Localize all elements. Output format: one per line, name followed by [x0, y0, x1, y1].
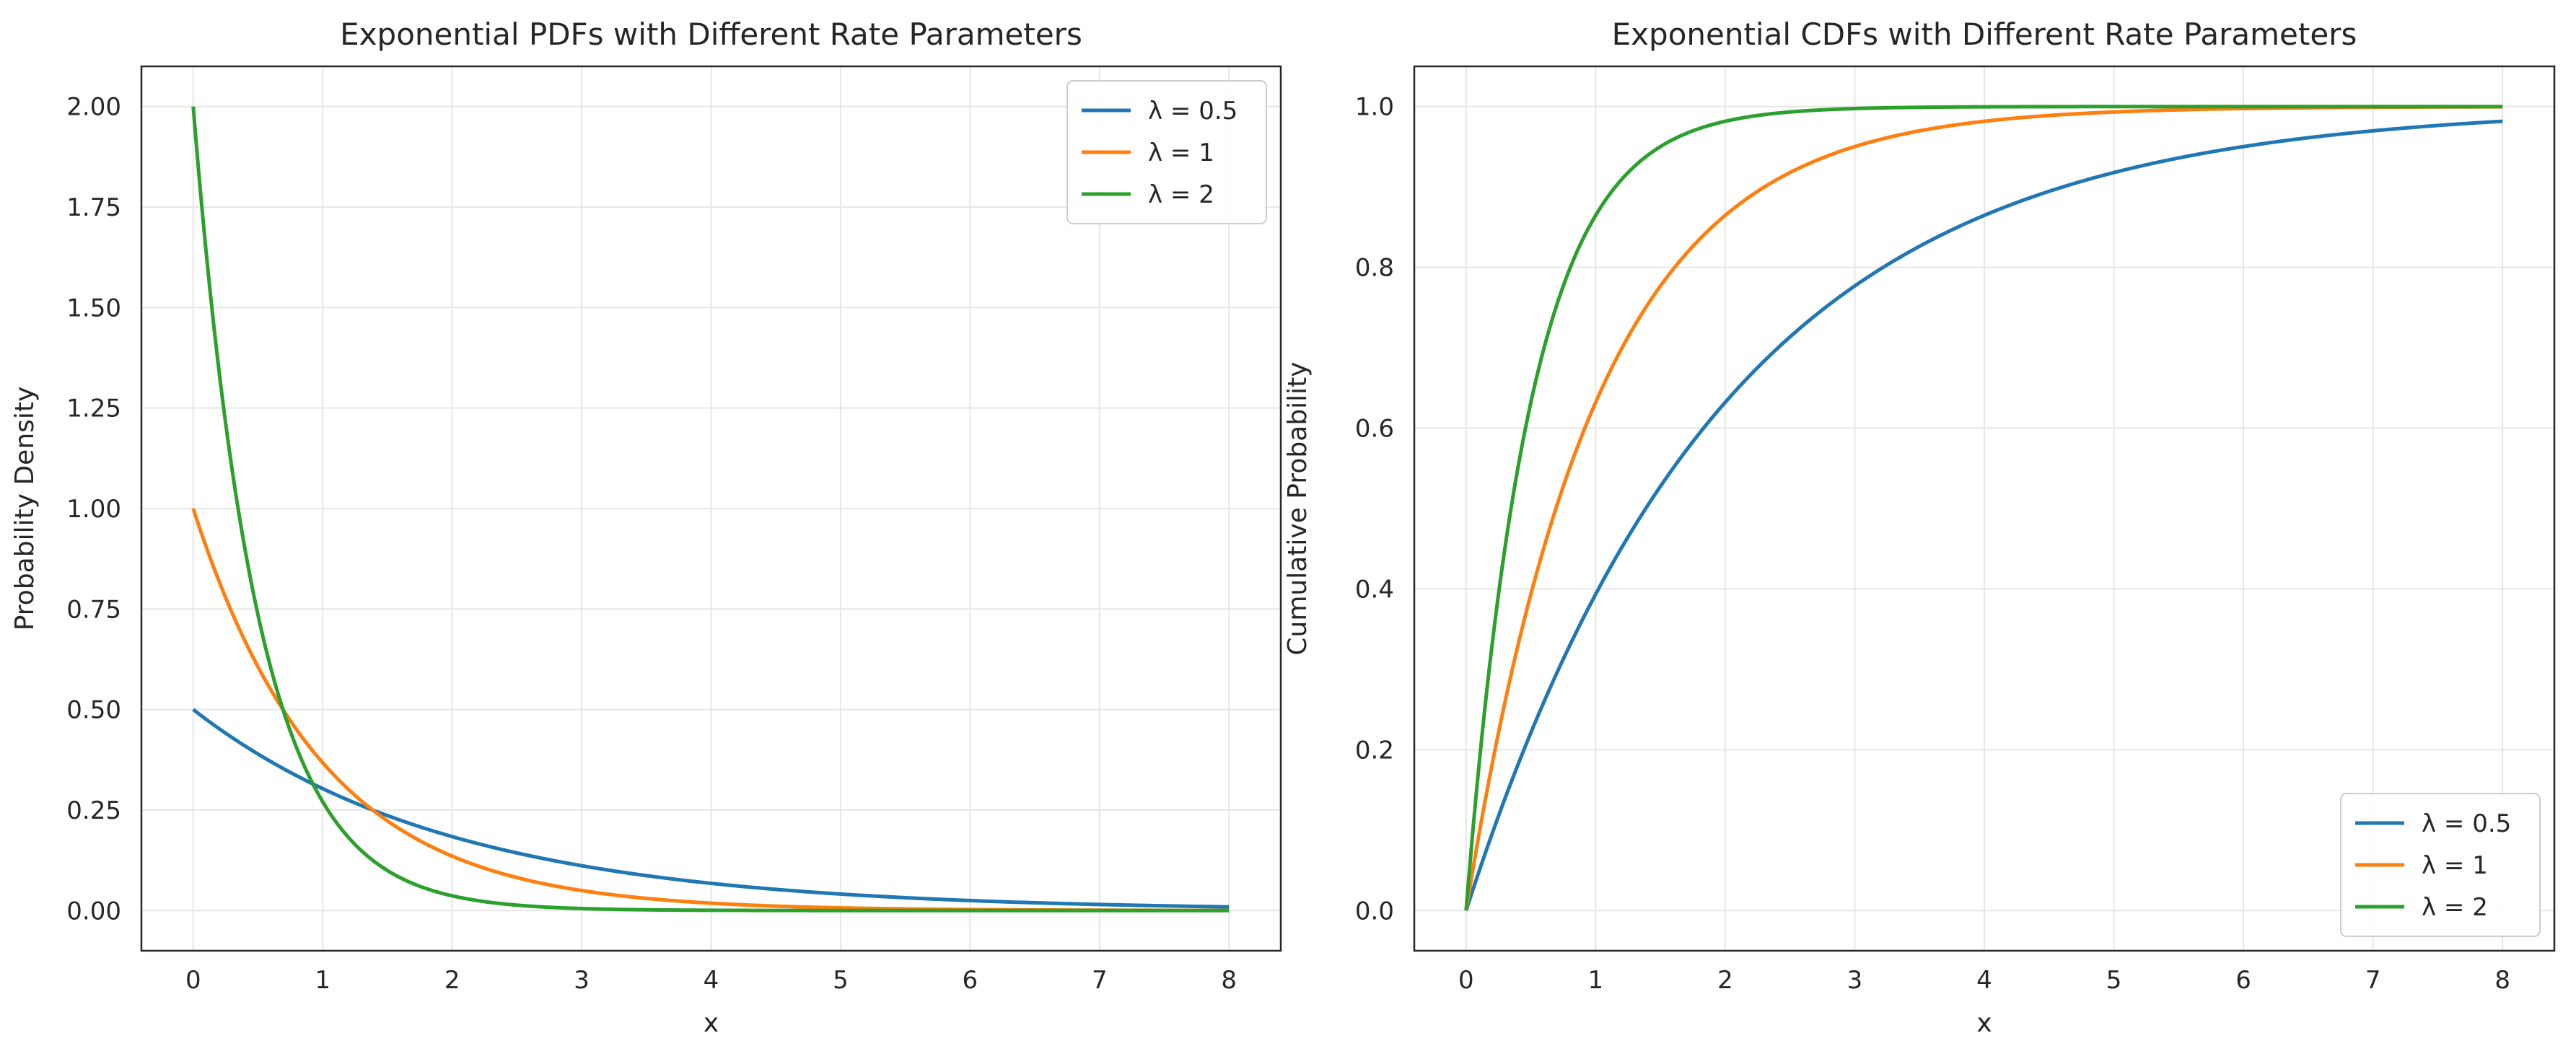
- pdf-y-tick-label: 0.00: [66, 897, 121, 925]
- cdf-legend: λ = 0.5 λ = 1 λ = 2: [2340, 793, 2541, 937]
- cdf-y-tick-label: 1.0: [1355, 93, 1394, 122]
- cdf-x-axis-label: x: [1976, 1008, 1992, 1038]
- cdf-y-tick-label: 0.0: [1355, 897, 1394, 925]
- pdf-y-tick-label: 0.25: [66, 796, 121, 825]
- cdf-x-tick-label: 1: [1588, 966, 1604, 995]
- pdf-series-line-3: [191, 106, 1230, 913]
- pdf-x-tick-label: 7: [1092, 966, 1108, 995]
- pdf-grid: [141, 66, 1281, 951]
- pdf-y-tick-label: 1.75: [66, 193, 121, 222]
- cdf-x-tick-label: 8: [2494, 966, 2510, 995]
- pdf-legend: λ = 0.5 λ = 1 λ = 2: [1066, 80, 1267, 224]
- pdf-legend-label: λ = 0.5: [1148, 97, 1237, 126]
- pdf-y-tick-label: 0.75: [66, 595, 121, 624]
- cdf-x-tick-label: 6: [2235, 966, 2251, 995]
- cdf-lines: [1464, 105, 2503, 912]
- cdf-legend-label: λ = 0.5: [2422, 809, 2511, 838]
- pdf-y-axis-label: Probability Density: [10, 387, 40, 631]
- pdf-legend-label: λ = 2: [1148, 180, 1214, 209]
- cdf-x-tick-label: 4: [1976, 966, 1992, 995]
- pdf-x-tick-label: 5: [833, 966, 849, 995]
- cdf-plot-frame: [1413, 65, 2556, 952]
- pdf-ticks: 0 1 2 3 4 5 6 7 8 0.00 0.25 0.50 0.75 1.00 1.25 1.50 1.7…: [66, 93, 1237, 995]
- cdf-series-line-1: [1464, 119, 2503, 912]
- cdf-series-line-3: [1464, 105, 2503, 911]
- cdf-y-tick-label: 0.8: [1355, 254, 1394, 283]
- pdf-x-tick-label: 3: [574, 966, 590, 995]
- pdf-legend-box: [1066, 80, 1267, 224]
- pdf-plot-frame: [140, 65, 1282, 952]
- pdf-y-tick-label: 2.00: [66, 93, 121, 122]
- pdf-chart: 0 1 2 3 4 5 6 7 8 0.00 0.25 0.50 0.75 1.00 1.25 1.50 1.7…: [10, 17, 1282, 1038]
- pdf-y-tick-label: 1.25: [66, 395, 121, 423]
- pdf-x-tick-label: 1: [315, 966, 330, 995]
- pdf-series-line-1: [192, 708, 1230, 909]
- cdf-y-tick-label: 0.2: [1355, 736, 1394, 765]
- cdf-chart-title: Exponential CDFs with Different Rate Par…: [1612, 17, 2357, 52]
- cdf-legend-label: λ = 2: [2422, 893, 2488, 922]
- cdf-x-tick-label: 7: [2365, 966, 2381, 995]
- cdf-ticks: 0 1 2 3 4 5 6 7 8 0.0 0.2 0.4 0.6 0.8 1.0: [1355, 93, 2510, 995]
- pdf-x-tick-label: 4: [704, 966, 719, 995]
- pdf-x-tick-label: 2: [444, 966, 460, 995]
- cdf-y-tick-label: 0.6: [1355, 415, 1394, 444]
- cdf-legend-box: [2340, 793, 2541, 937]
- cdf-chart: 0 1 2 3 4 5 6 7 8 0.0 0.2 0.4 0.6 0.8 1.0 Exponential …: [1283, 17, 2556, 1038]
- cdf-x-tick-label: 2: [1717, 966, 1733, 995]
- cdf-x-tick-label: 0: [1458, 966, 1474, 995]
- cdf-x-tick-label: 5: [2106, 966, 2122, 995]
- cdf-legend-label: λ = 1: [2422, 851, 2488, 880]
- pdf-y-tick-label: 1.50: [66, 294, 121, 322]
- pdf-x-tick-label: 8: [1221, 966, 1237, 995]
- pdf-y-tick-label: 0.50: [66, 696, 121, 725]
- pdf-y-tick-label: 1.00: [66, 495, 121, 524]
- cdf-y-axis-label: Cumulative Probability: [1283, 361, 1313, 655]
- pdf-x-axis-label: x: [704, 1008, 719, 1038]
- cdf-x-tick-label: 3: [1847, 966, 1863, 995]
- pdf-lines: [191, 106, 1230, 913]
- pdf-chart-title: Exponential PDFs with Different Rate Par…: [340, 17, 1082, 52]
- cdf-y-tick-label: 0.4: [1355, 575, 1394, 604]
- pdf-x-tick-label: 6: [963, 966, 978, 995]
- pdf-legend-label: λ = 1: [1148, 139, 1214, 167]
- pdf-x-tick-label: 0: [185, 966, 201, 995]
